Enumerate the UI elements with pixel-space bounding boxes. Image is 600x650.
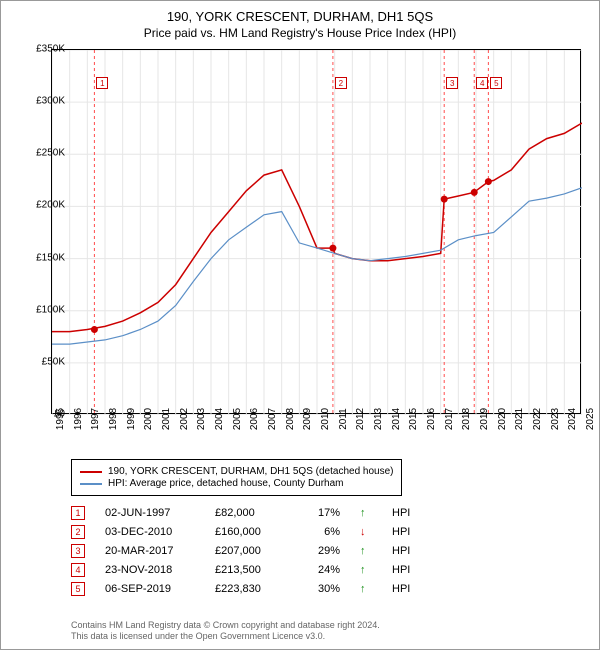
- event-marker: 1: [96, 77, 108, 89]
- transaction-price: £213,500: [215, 564, 285, 576]
- x-tick-label: 2006: [249, 408, 260, 430]
- transaction-note: HPI: [392, 507, 410, 519]
- x-tick-label: 1995: [55, 408, 66, 430]
- legend: 190, YORK CRESCENT, DURHAM, DH1 5QS (det…: [71, 459, 402, 496]
- transaction-number: 3: [71, 544, 85, 558]
- transaction-price: £160,000: [215, 526, 285, 538]
- transaction-date: 20-MAR-2017: [105, 545, 195, 557]
- trend-arrow-icon: ↑: [360, 564, 372, 576]
- transaction-note: HPI: [392, 583, 410, 595]
- x-tick-label: 1999: [126, 408, 137, 430]
- x-tick-label: 2007: [267, 408, 278, 430]
- transaction-row: 5 06-SEP-2019 £223,830 30% ↑ HPI: [71, 582, 410, 596]
- x-tick-label: 2009: [302, 408, 313, 430]
- x-tick-label: 2019: [479, 408, 490, 430]
- event-marker: 2: [335, 77, 347, 89]
- x-tick-label: 2001: [161, 408, 172, 430]
- transaction-note: HPI: [392, 545, 410, 557]
- transaction-date: 23-NOV-2018: [105, 564, 195, 576]
- chart-container: 190, YORK CRESCENT, DURHAM, DH1 5QS Pric…: [0, 0, 600, 650]
- y-tick-label: £100K: [36, 304, 65, 315]
- x-tick-label: 2008: [285, 408, 296, 430]
- transaction-price: £82,000: [215, 507, 285, 519]
- event-marker: 3: [446, 77, 458, 89]
- trend-arrow-icon: ↑: [360, 507, 372, 519]
- transaction-price: £207,000: [215, 545, 285, 557]
- transaction-percent: 30%: [305, 583, 340, 595]
- transaction-date: 03-DEC-2010: [105, 526, 195, 538]
- x-tick-label: 2025: [585, 408, 596, 430]
- y-tick-label: £150K: [36, 252, 65, 263]
- transaction-percent: 29%: [305, 545, 340, 557]
- x-tick-label: 2016: [426, 408, 437, 430]
- chart-subtitle: Price paid vs. HM Land Registry's House …: [1, 24, 599, 46]
- y-tick-label: £200K: [36, 200, 65, 211]
- x-tick-label: 1997: [90, 408, 101, 430]
- transaction-number: 1: [71, 506, 85, 520]
- x-tick-label: 2022: [532, 408, 543, 430]
- legend-item: 190, YORK CRESCENT, DURHAM, DH1 5QS (det…: [80, 466, 393, 477]
- legend-label: HPI: Average price, detached house, Coun…: [108, 478, 344, 489]
- event-marker: 4: [476, 77, 488, 89]
- transaction-percent: 6%: [305, 526, 340, 538]
- footer-attribution: Contains HM Land Registry data © Crown c…: [71, 620, 380, 643]
- legend-swatch: [80, 471, 102, 473]
- transaction-row: 2 03-DEC-2010 £160,000 6% ↓ HPI: [71, 525, 410, 539]
- transaction-row: 3 20-MAR-2017 £207,000 29% ↑ HPI: [71, 544, 410, 558]
- transaction-row: 4 23-NOV-2018 £213,500 24% ↑ HPI: [71, 563, 410, 577]
- transaction-date: 06-SEP-2019: [105, 583, 195, 595]
- x-tick-label: 2021: [514, 408, 525, 430]
- trend-arrow-icon: ↑: [360, 545, 372, 557]
- y-tick-label: £50K: [42, 356, 65, 367]
- transaction-note: HPI: [392, 564, 410, 576]
- x-tick-label: 2004: [214, 408, 225, 430]
- chart-plot-area: [51, 49, 581, 414]
- transaction-price: £223,830: [215, 583, 285, 595]
- x-tick-label: 2013: [373, 408, 384, 430]
- footer-line1: Contains HM Land Registry data © Crown c…: [71, 620, 380, 632]
- event-marker: 5: [490, 77, 502, 89]
- trend-arrow-icon: ↑: [360, 583, 372, 595]
- legend-label: 190, YORK CRESCENT, DURHAM, DH1 5QS (det…: [108, 466, 393, 477]
- x-tick-label: 2003: [196, 408, 207, 430]
- x-tick-label: 2024: [567, 408, 578, 430]
- transaction-date: 02-JUN-1997: [105, 507, 195, 519]
- trend-arrow-icon: ↓: [360, 526, 372, 538]
- legend-item: HPI: Average price, detached house, Coun…: [80, 478, 393, 489]
- x-tick-label: 1996: [73, 408, 84, 430]
- transaction-row: 1 02-JUN-1997 £82,000 17% ↑ HPI: [71, 506, 410, 520]
- y-tick-label: £300K: [36, 96, 65, 107]
- chart-title: 190, YORK CRESCENT, DURHAM, DH1 5QS: [1, 1, 599, 24]
- x-tick-label: 2017: [444, 408, 455, 430]
- transaction-number: 4: [71, 563, 85, 577]
- transaction-number: 2: [71, 525, 85, 539]
- transaction-percent: 17%: [305, 507, 340, 519]
- x-tick-label: 2010: [320, 408, 331, 430]
- x-tick-label: 2012: [355, 408, 366, 430]
- transactions-table: 1 02-JUN-1997 £82,000 17% ↑ HPI 2 03-DEC-2010 £1…: [71, 501, 410, 601]
- x-tick-label: 2002: [179, 408, 190, 430]
- x-tick-label: 1998: [108, 408, 119, 430]
- x-tick-label: 2005: [232, 408, 243, 430]
- x-tick-label: 2023: [550, 408, 561, 430]
- x-tick-label: 2020: [497, 408, 508, 430]
- footer-line2: This data is licensed under the Open Gov…: [71, 631, 380, 643]
- y-tick-label: £350K: [36, 44, 65, 55]
- x-tick-label: 2015: [408, 408, 419, 430]
- y-tick-label: £250K: [36, 148, 65, 159]
- transaction-percent: 24%: [305, 564, 340, 576]
- chart-svg: [52, 50, 582, 415]
- transaction-number: 5: [71, 582, 85, 596]
- legend-swatch: [80, 483, 102, 485]
- x-tick-label: 2014: [391, 408, 402, 430]
- x-tick-label: 2011: [338, 408, 349, 430]
- x-tick-label: 2000: [143, 408, 154, 430]
- transaction-note: HPI: [392, 526, 410, 538]
- x-tick-label: 2018: [461, 408, 472, 430]
